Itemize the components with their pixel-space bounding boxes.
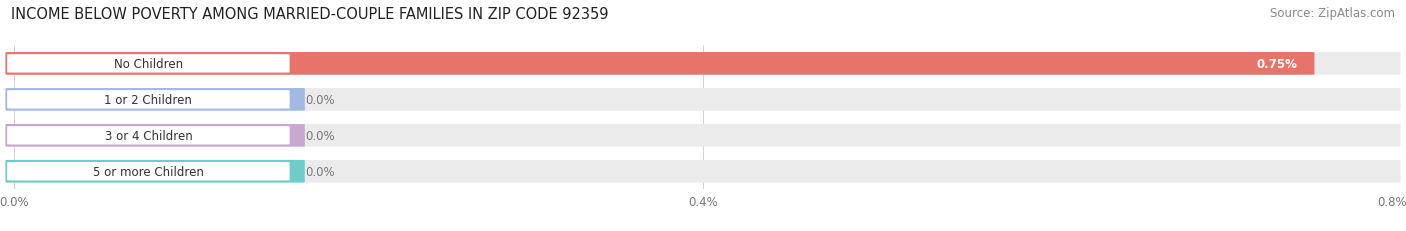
Text: 5 or more Children: 5 or more Children	[93, 165, 204, 178]
Text: 0.0%: 0.0%	[305, 165, 335, 178]
FancyBboxPatch shape	[7, 91, 290, 109]
FancyBboxPatch shape	[7, 127, 290, 145]
Text: 0.75%: 0.75%	[1257, 58, 1298, 71]
FancyBboxPatch shape	[6, 160, 1400, 183]
Text: INCOME BELOW POVERTY AMONG MARRIED-COUPLE FAMILIES IN ZIP CODE 92359: INCOME BELOW POVERTY AMONG MARRIED-COUPL…	[11, 7, 609, 22]
FancyBboxPatch shape	[6, 125, 1400, 147]
Text: Source: ZipAtlas.com: Source: ZipAtlas.com	[1270, 7, 1395, 20]
Text: 3 or 4 Children: 3 or 4 Children	[104, 129, 193, 142]
Text: 0.0%: 0.0%	[305, 93, 335, 106]
FancyBboxPatch shape	[6, 53, 1400, 75]
FancyBboxPatch shape	[7, 55, 290, 73]
FancyBboxPatch shape	[6, 89, 305, 111]
FancyBboxPatch shape	[6, 160, 305, 183]
Text: No Children: No Children	[114, 58, 183, 71]
FancyBboxPatch shape	[6, 53, 1315, 75]
FancyBboxPatch shape	[6, 89, 1400, 111]
FancyBboxPatch shape	[6, 125, 305, 147]
FancyBboxPatch shape	[7, 162, 290, 181]
Text: 0.0%: 0.0%	[305, 129, 335, 142]
Text: 1 or 2 Children: 1 or 2 Children	[104, 93, 193, 106]
